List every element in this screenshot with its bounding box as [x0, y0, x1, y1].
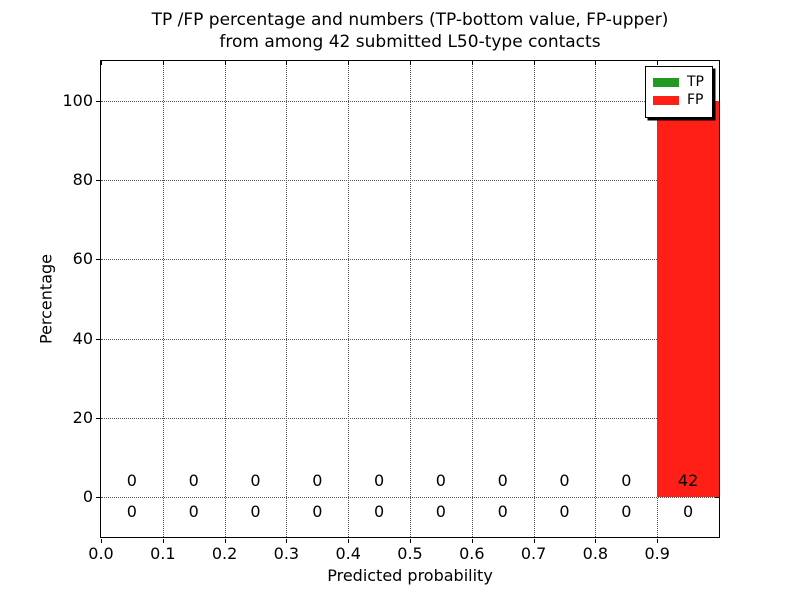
x-gridline — [286, 61, 288, 537]
fp-color-swatch — [653, 96, 679, 105]
x-axis-tick-label: 0.3 — [273, 544, 300, 563]
x-axis-tick-label: 0.9 — [644, 544, 670, 563]
x-tick-mark-top — [101, 61, 102, 65]
fp-count-label: 0 — [559, 471, 570, 491]
chart-title-line-2: from among 42 submitted L50-type contact… — [219, 32, 601, 52]
y-axis-tick-label: 100 — [62, 90, 93, 110]
x-tick-mark-top — [595, 61, 597, 65]
x-axis-title: Predicted probability — [327, 566, 493, 585]
x-axis-tick-label: 0.0 — [88, 544, 114, 563]
x-axis-tick-label: 0.2 — [211, 544, 238, 563]
y-tick-mark — [95, 418, 100, 419]
fp-count-label: 0 — [312, 471, 323, 491]
y-tick-mark-right — [715, 497, 719, 499]
legend-entry-fp: FP — [653, 93, 704, 108]
x-tick-mark-top — [533, 61, 535, 65]
tp-count-label: 0 — [435, 502, 446, 522]
y-tick-mark — [95, 100, 100, 102]
y-axis-tick-label: 80 — [72, 170, 93, 189]
x-axis-tick-label: 0.7 — [520, 544, 547, 563]
y-axis-tick-label: 60 — [72, 249, 93, 269]
tp-count-label: 0 — [559, 502, 570, 522]
tp-count-label: 0 — [683, 502, 694, 522]
x-gridline — [533, 61, 535, 537]
x-tick-mark-top — [162, 61, 164, 65]
y-tick-mark — [95, 180, 100, 181]
x-tick-mark — [595, 538, 597, 543]
x-axis-tick-label: 0.6 — [459, 544, 485, 563]
x-tick-mark-top — [657, 61, 659, 65]
fp-count-label: 0 — [497, 471, 508, 491]
plot-area: TP FP 0.0 0.1 0.2 0.3 0.4 0.5 0.6 0.7 0.8 0.9 0 20 4… — [62, 60, 720, 563]
x-gridline — [410, 61, 411, 537]
x-tick-mark — [286, 538, 288, 543]
x-gridline — [162, 61, 164, 537]
chart-title-line-1: TP /FP percentage and numbers (TP-bottom… — [151, 10, 669, 30]
tp-count-label: 0 — [497, 502, 508, 522]
x-gridline — [595, 61, 597, 537]
x-gridline — [348, 61, 350, 537]
legend: TP FP — [645, 66, 713, 118]
x-tick-mark — [410, 538, 411, 543]
x-tick-mark — [657, 538, 659, 543]
x-tick-mark — [162, 538, 164, 543]
fp-count-label: 0 — [188, 471, 199, 491]
tp-count-label: 0 — [250, 502, 261, 522]
fp-count-label: 0 — [374, 471, 385, 491]
fp-count-label: 0 — [621, 471, 632, 491]
x-gridline — [224, 61, 226, 537]
y-tick-mark — [95, 259, 100, 261]
legend-entry-tp: TP — [653, 75, 704, 90]
y-axis-tick-label: 20 — [72, 408, 93, 427]
y-axis-tick-label: 0 — [82, 487, 93, 507]
fp-bar — [657, 100, 719, 498]
fp-count-label: 42 — [677, 471, 699, 491]
tp-color-swatch — [653, 78, 679, 87]
tp-count-label: 0 — [188, 502, 199, 522]
legend-label-fp: FP — [687, 92, 704, 108]
fp-count-label: 0 — [435, 471, 446, 491]
x-axis-tick-label: 0.8 — [582, 544, 609, 563]
fp-count-label: 0 — [250, 471, 261, 491]
fp-count-label: 0 — [126, 471, 137, 491]
x-tick-mark — [348, 538, 350, 543]
x-tick-mark-top — [471, 61, 473, 65]
y-tick-mark — [95, 338, 100, 340]
x-tick-mark — [533, 538, 535, 543]
tp-count-label: 0 — [374, 502, 385, 522]
x-tick-mark — [471, 538, 473, 543]
tp-count-label: 0 — [126, 502, 137, 522]
y-axis-title: Percentage — [36, 253, 56, 345]
tp-count-label: 0 — [621, 502, 632, 522]
y-axis-tick-label: 40 — [72, 328, 93, 348]
x-tick-mark — [101, 538, 102, 543]
x-tick-mark-top — [348, 61, 350, 65]
tp-count-label: 0 — [312, 502, 323, 522]
x-tick-mark — [224, 538, 226, 543]
x-tick-mark-top — [410, 61, 411, 65]
x-axis-tick-label: 0.4 — [335, 544, 361, 563]
x-axis-tick-label: 0.1 — [150, 544, 176, 563]
x-tick-mark-top — [224, 61, 226, 65]
x-axis-tick-label: 0.5 — [397, 544, 423, 563]
legend-label-tp: TP — [687, 74, 704, 90]
x-gridline — [471, 61, 473, 537]
y-tick-mark — [95, 497, 100, 499]
x-tick-mark-top — [286, 61, 288, 65]
